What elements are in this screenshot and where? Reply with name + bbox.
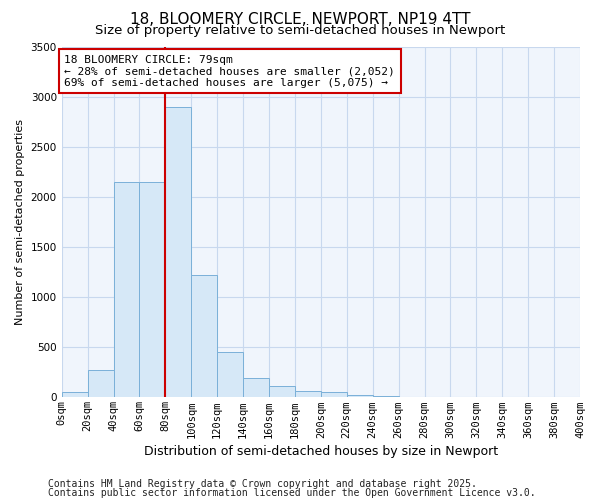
- Bar: [347, 395, 373, 398]
- Bar: [321, 392, 347, 398]
- Bar: [295, 392, 321, 398]
- Bar: [243, 378, 269, 398]
- Bar: [269, 386, 295, 398]
- Text: 18 BLOOMERY CIRCLE: 79sqm
← 28% of semi-detached houses are smaller (2,052)
69% : 18 BLOOMERY CIRCLE: 79sqm ← 28% of semi-…: [64, 54, 395, 88]
- Bar: [166, 106, 191, 398]
- Bar: [373, 396, 398, 398]
- Bar: [113, 182, 139, 398]
- Text: 18, BLOOMERY CIRCLE, NEWPORT, NP19 4TT: 18, BLOOMERY CIRCLE, NEWPORT, NP19 4TT: [130, 12, 470, 28]
- Bar: [139, 182, 166, 398]
- Bar: [217, 352, 243, 398]
- Bar: [191, 275, 217, 398]
- Bar: [88, 370, 113, 398]
- Text: Contains public sector information licensed under the Open Government Licence v3: Contains public sector information licen…: [48, 488, 536, 498]
- Y-axis label: Number of semi-detached properties: Number of semi-detached properties: [15, 119, 25, 325]
- Text: Size of property relative to semi-detached houses in Newport: Size of property relative to semi-detach…: [95, 24, 505, 37]
- Text: Contains HM Land Registry data © Crown copyright and database right 2025.: Contains HM Land Registry data © Crown c…: [48, 479, 477, 489]
- X-axis label: Distribution of semi-detached houses by size in Newport: Distribution of semi-detached houses by …: [144, 444, 498, 458]
- Bar: [62, 392, 88, 398]
